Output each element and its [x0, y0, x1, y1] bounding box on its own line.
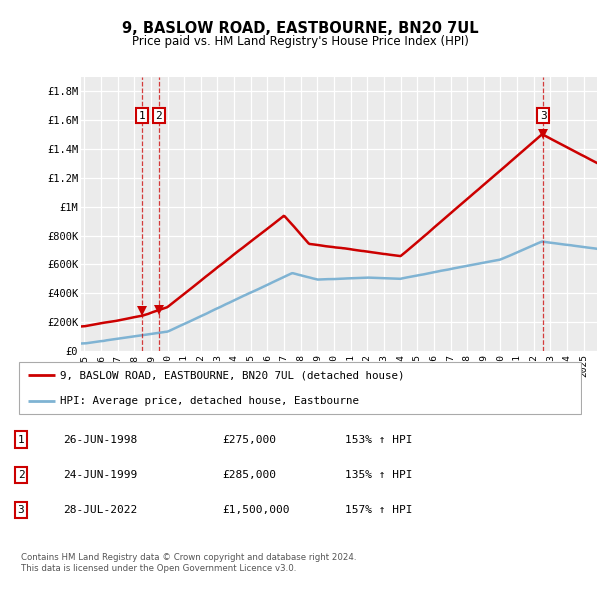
Text: 1: 1 [17, 435, 25, 444]
Text: 1: 1 [139, 111, 146, 121]
Text: 24-JUN-1999: 24-JUN-1999 [63, 470, 137, 480]
Text: 2: 2 [17, 470, 25, 480]
Text: 153% ↑ HPI: 153% ↑ HPI [345, 435, 413, 444]
Text: 2: 2 [155, 111, 162, 121]
Text: 3: 3 [17, 506, 25, 515]
Text: £285,000: £285,000 [222, 470, 276, 480]
Text: £1,500,000: £1,500,000 [222, 506, 290, 515]
Text: 157% ↑ HPI: 157% ↑ HPI [345, 506, 413, 515]
Text: 9, BASLOW ROAD, EASTBOURNE, BN20 7UL (detached house): 9, BASLOW ROAD, EASTBOURNE, BN20 7UL (de… [60, 370, 405, 380]
Text: 28-JUL-2022: 28-JUL-2022 [63, 506, 137, 515]
Text: £275,000: £275,000 [222, 435, 276, 444]
Text: 135% ↑ HPI: 135% ↑ HPI [345, 470, 413, 480]
Text: Contains HM Land Registry data © Crown copyright and database right 2024.: Contains HM Land Registry data © Crown c… [21, 553, 356, 562]
Text: 3: 3 [540, 111, 547, 121]
FancyBboxPatch shape [19, 362, 581, 414]
Text: This data is licensed under the Open Government Licence v3.0.: This data is licensed under the Open Gov… [21, 565, 296, 573]
Text: 9, BASLOW ROAD, EASTBOURNE, BN20 7UL: 9, BASLOW ROAD, EASTBOURNE, BN20 7UL [122, 21, 478, 35]
Text: 26-JUN-1998: 26-JUN-1998 [63, 435, 137, 444]
Text: Price paid vs. HM Land Registry's House Price Index (HPI): Price paid vs. HM Land Registry's House … [131, 35, 469, 48]
Text: HPI: Average price, detached house, Eastbourne: HPI: Average price, detached house, East… [60, 396, 359, 406]
